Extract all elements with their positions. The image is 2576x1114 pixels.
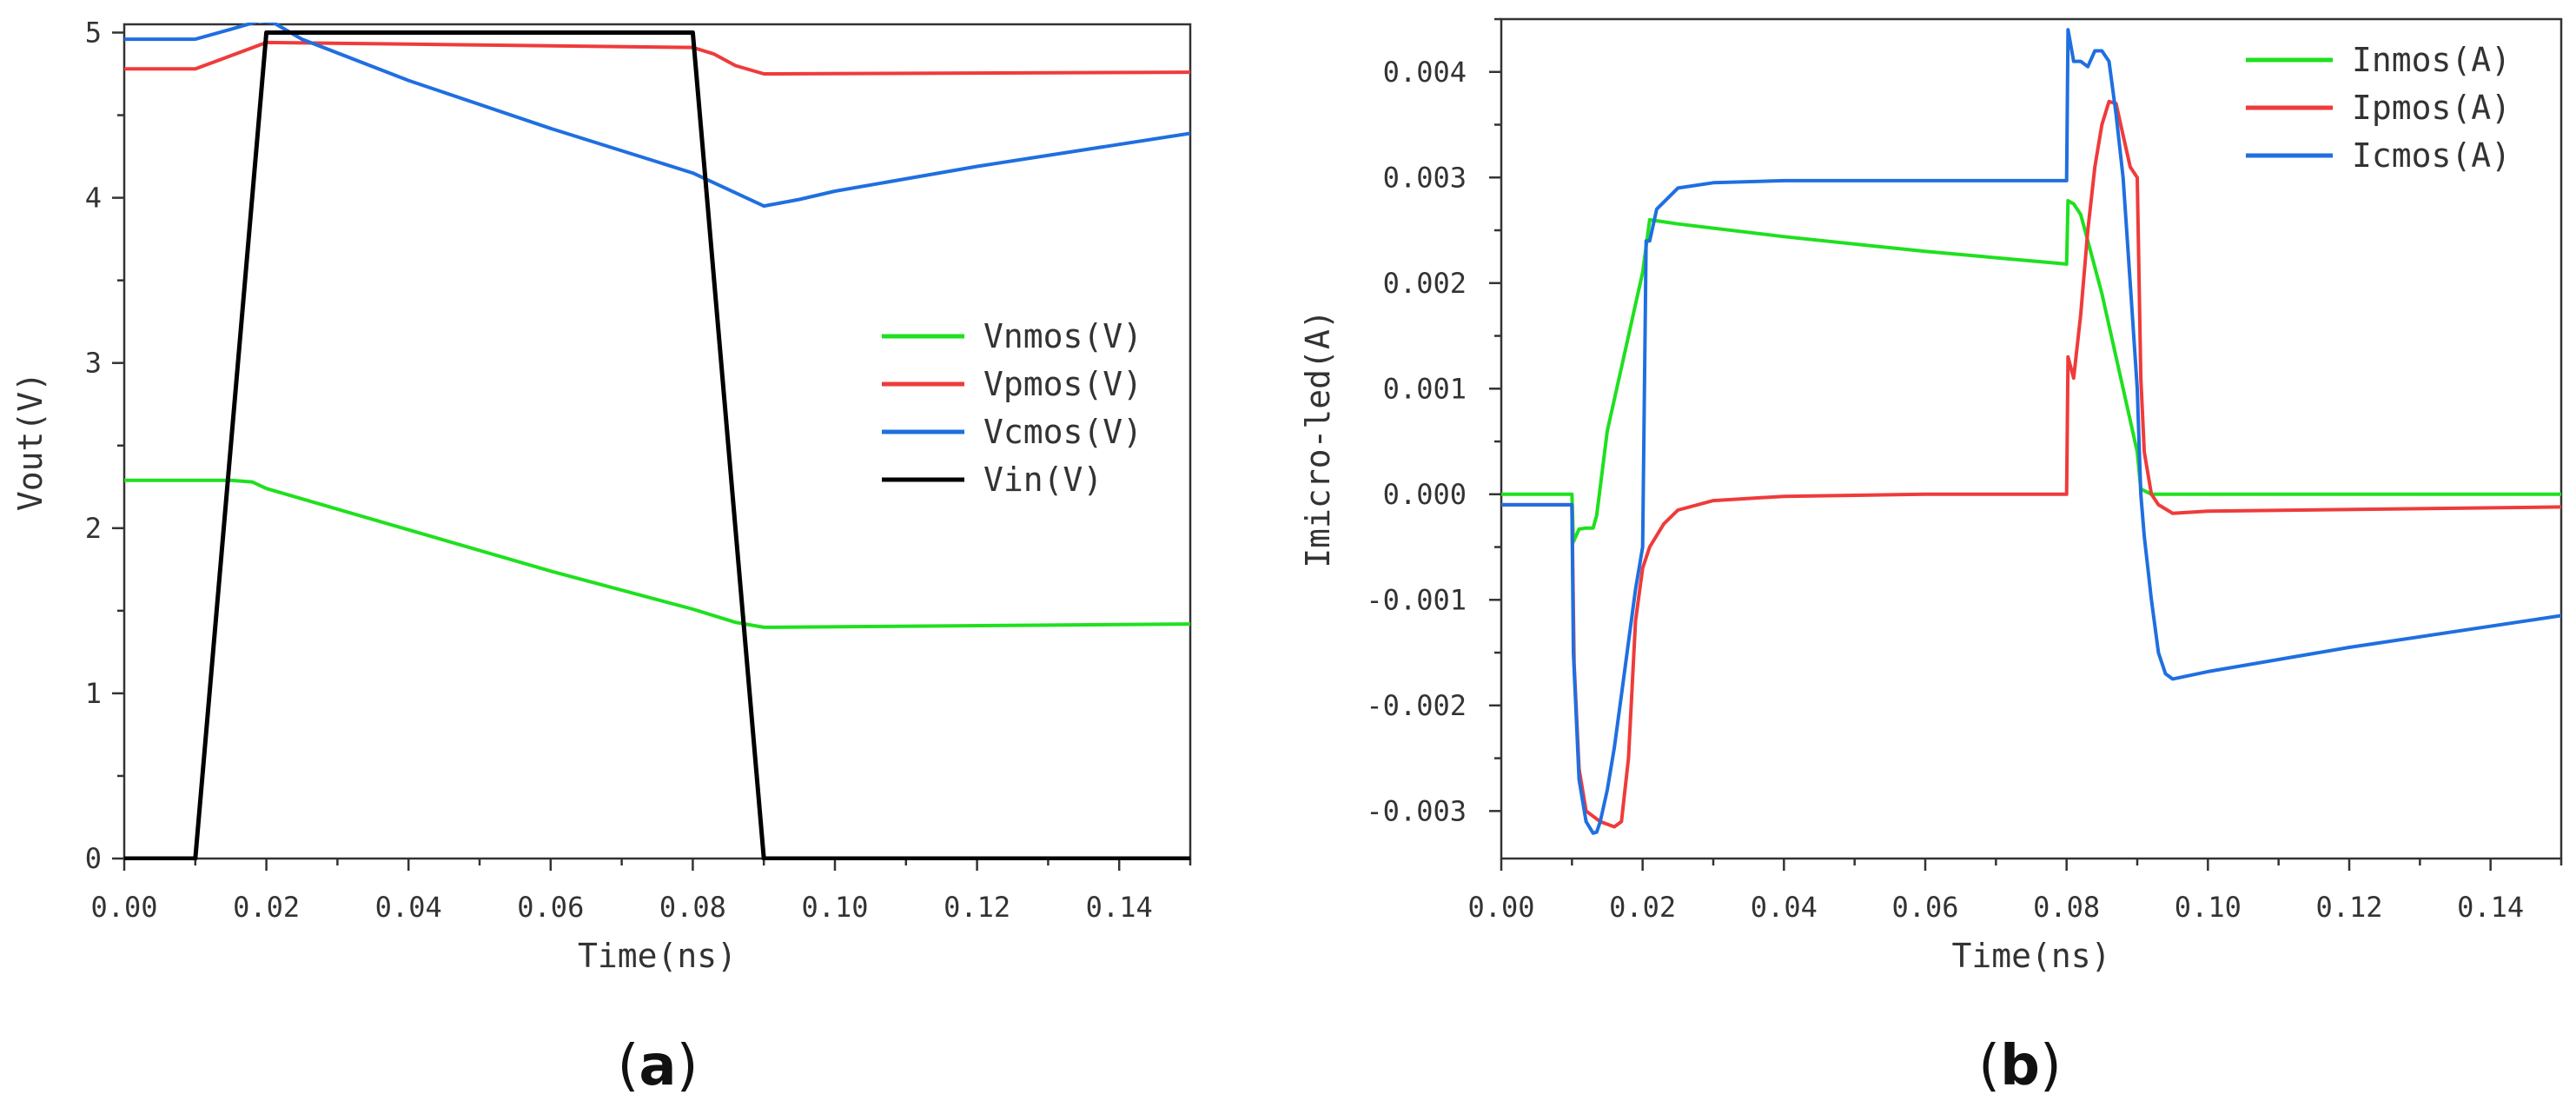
- series-line-inmosa: [1501, 199, 2561, 544]
- series-group: [124, 23, 1190, 860]
- y-tick-label: 4: [85, 182, 102, 215]
- x-tick-label: 0.14: [1086, 891, 1153, 924]
- x-tick-label: 0.10: [2175, 891, 2242, 924]
- y-tick-label: -0.002: [1366, 689, 1467, 722]
- panel-label-open: (: [1978, 1034, 2000, 1098]
- series-line-ipmosa: [1501, 99, 2561, 829]
- x-tick-label: 0.06: [517, 891, 584, 924]
- x-tick-label: 0.10: [801, 891, 868, 924]
- legend: Inmos(A) Ipmos(A) Icmos(A): [2246, 41, 2511, 175]
- series-line-icmosa: [1501, 28, 2561, 835]
- y-tick-label: -0.001: [1366, 583, 1467, 616]
- series-group: [1501, 28, 2561, 835]
- x-tick-label: 0.00: [90, 891, 157, 924]
- panel-label-letter: a: [639, 1034, 676, 1098]
- x-tick-label: 0.02: [1609, 891, 1676, 924]
- x-tick-label: 0.12: [2315, 891, 2382, 924]
- y-tick-label: 2: [85, 512, 102, 545]
- y-tick-label: 5: [85, 17, 102, 50]
- x-axis-title: Time(ns): [1951, 937, 2110, 975]
- panel-label: (b): [1978, 1034, 2062, 1098]
- y-tick-label: 0: [85, 842, 102, 875]
- y-tick-label: 0.004: [1383, 56, 1467, 89]
- x-tick-label: 0.00: [1467, 891, 1534, 924]
- legend-label: Vcmos(V): [983, 413, 1142, 451]
- panel-label-close: ): [2040, 1034, 2062, 1098]
- y-tick-label: 0.003: [1383, 161, 1467, 194]
- legend-label: Icmos(A): [2352, 136, 2511, 175]
- panel-label: (a): [617, 1034, 698, 1098]
- legend-label: Vin(V): [983, 461, 1103, 499]
- series-line-vcmosv: [124, 23, 1190, 209]
- y-axis-title: Imicro-led(A): [1299, 309, 1337, 567]
- panel-label-open: (: [617, 1034, 639, 1098]
- x-tick-label: 0.08: [2033, 891, 2100, 924]
- x-tick-label: 0.02: [233, 891, 300, 924]
- plot-frame: [1500, 17, 2563, 860]
- legend-label: Vpmos(V): [983, 365, 1142, 403]
- series-line-vpmosv: [124, 40, 1190, 76]
- x-tick-label: 0.06: [1891, 891, 1958, 924]
- y-tick-label: 1: [85, 677, 102, 710]
- series-line-vinv: [124, 30, 1190, 860]
- panel-label-letter: b: [2000, 1034, 2040, 1098]
- y-tick-label: 0.001: [1383, 372, 1467, 405]
- y-tick-label: 3: [85, 347, 102, 380]
- legend-label: Vnmos(V): [983, 317, 1142, 355]
- y-tick-label: -0.003: [1366, 794, 1467, 827]
- series-line-vnmosv: [124, 478, 1190, 629]
- x-axis-title: Time(ns): [578, 937, 737, 975]
- x-tick-label: 0.14: [2457, 891, 2524, 924]
- y-axis-title: Vout(V): [11, 372, 50, 511]
- legend-label: Inmos(A): [2352, 41, 2511, 79]
- x-tick-label: 0.04: [1751, 891, 1818, 924]
- x-tick-label: 0.12: [944, 891, 1010, 924]
- y-tick-label: 0.000: [1383, 478, 1467, 511]
- y-tick-label: 0.002: [1383, 267, 1467, 300]
- panel-label-close: ): [677, 1034, 699, 1098]
- plot-frame: [123, 23, 1192, 860]
- legend: Vnmos(V) Vpmos(V) Vcmos(V) Vin(V): [882, 317, 1142, 499]
- chart-panel-a: 0.00 0.02 0.04 0.06 0.08 0.10 0.12 0.14 0 1 2 3 4 5 Ti…: [11, 17, 1192, 1098]
- x-tick-label: 0.08: [659, 891, 726, 924]
- chart-panel-b: 0.00 0.02 0.04 0.06 0.08 0.10 0.12 0.14 -0.003 -0…: [1299, 17, 2563, 1098]
- legend-label: Ipmos(A): [2352, 89, 2511, 127]
- x-tick-label: 0.04: [375, 891, 442, 924]
